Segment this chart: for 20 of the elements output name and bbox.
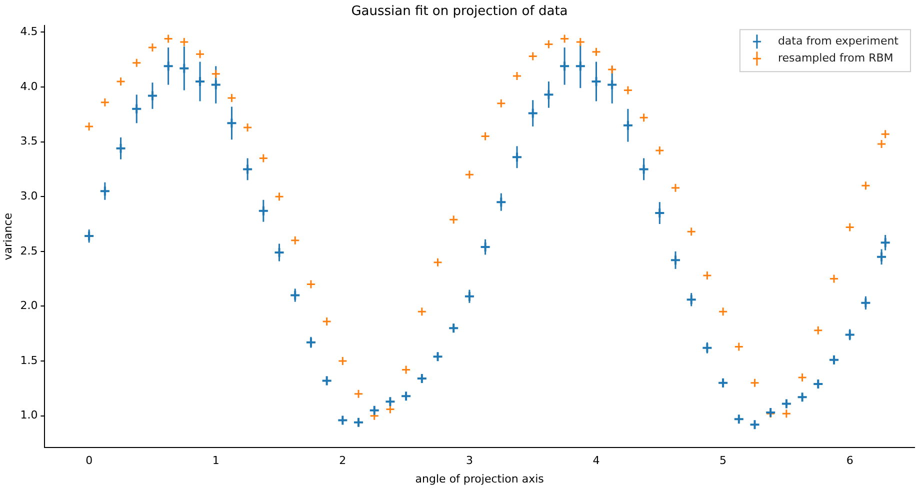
chart-title: Gaussian fit on projection of data [351, 4, 568, 20]
y-tick-label: 4.5 [20, 25, 38, 38]
x-tick-label: 4 [592, 454, 600, 468]
y-tick-label: 3.5 [20, 134, 38, 148]
x-tick-label: 5 [720, 454, 727, 468]
x-tick-label: 6 [846, 454, 854, 468]
x-tick-label: 3 [466, 454, 473, 468]
y-tick-label: 4.0 [20, 80, 38, 93]
legend-label: data from experiment [778, 34, 900, 48]
y-axis-title: variance [1, 212, 14, 260]
y-tick-label: 3.0 [20, 189, 38, 202]
y-tick-label: 2.0 [20, 299, 38, 312]
x-tick-label: 2 [339, 454, 346, 468]
x-axis-title: angle of projection axis [415, 472, 544, 486]
x-tick-label: 1 [212, 454, 220, 468]
y-tick-label: 2.5 [20, 244, 38, 258]
x-tick-label: 0 [86, 454, 93, 468]
y-tick-label: 1.0 [20, 408, 38, 422]
legend-label: resampled from RBM [778, 51, 894, 64]
y-tick-label: 1.5 [20, 354, 38, 367]
